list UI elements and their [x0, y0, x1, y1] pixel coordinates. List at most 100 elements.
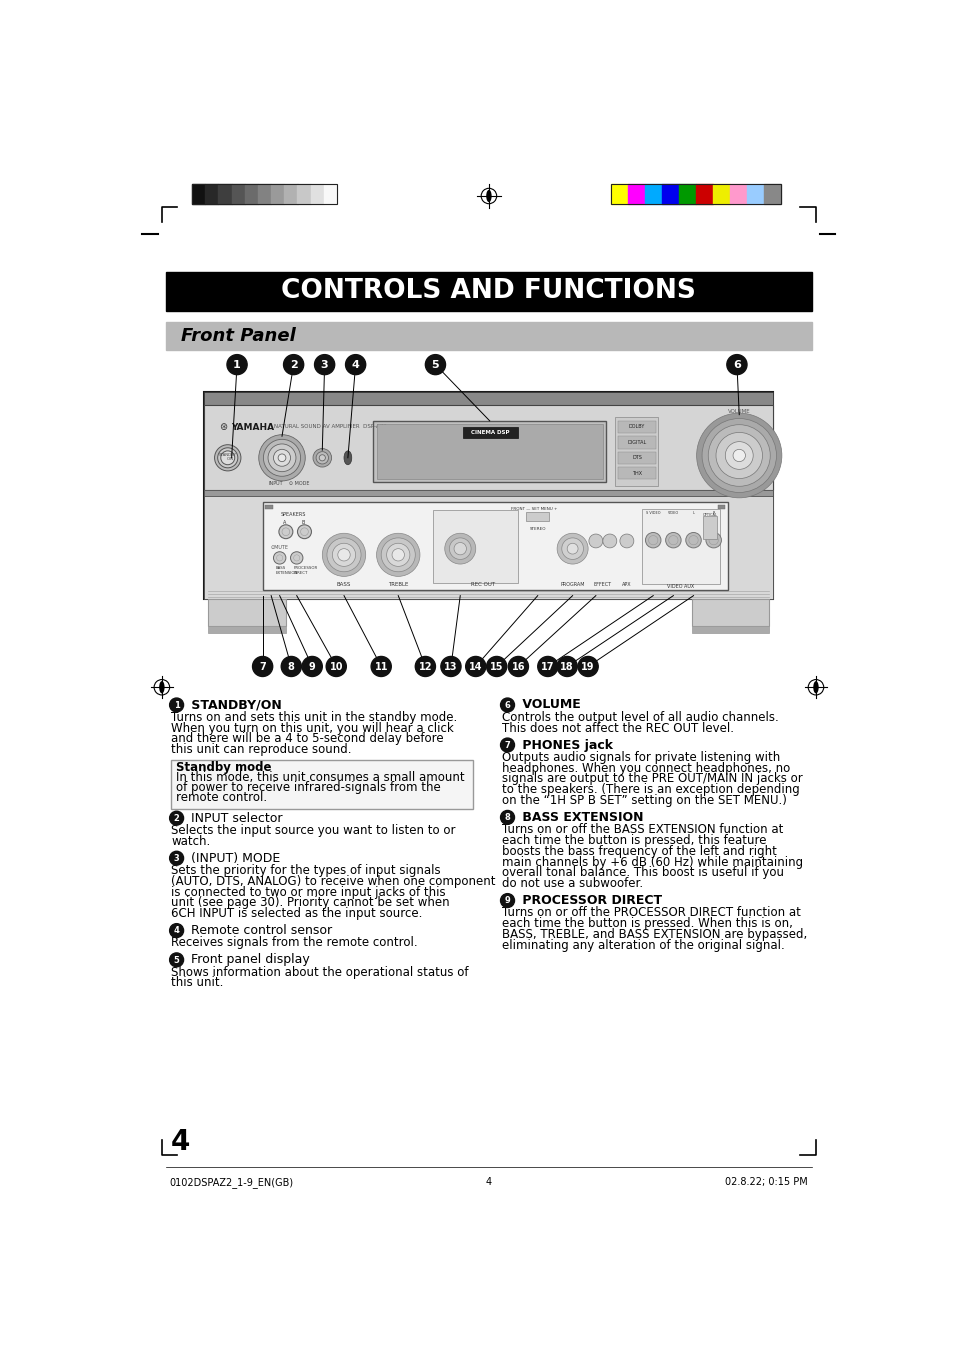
- Text: 7: 7: [504, 740, 510, 750]
- Circle shape: [214, 444, 241, 471]
- Text: 4: 4: [352, 359, 359, 370]
- Circle shape: [170, 698, 183, 712]
- Text: BASS EXTENSION: BASS EXTENSION: [517, 811, 642, 824]
- Circle shape: [500, 738, 514, 753]
- Text: this unit.: this unit.: [171, 977, 223, 989]
- Text: THX: THX: [631, 470, 641, 476]
- Bar: [746, 184, 763, 204]
- Circle shape: [258, 435, 305, 481]
- Circle shape: [302, 657, 322, 677]
- Text: STANDBY/ON: STANDBY/ON: [187, 698, 281, 712]
- Text: Standby mode: Standby mode: [175, 761, 271, 774]
- Circle shape: [274, 450, 291, 466]
- Circle shape: [263, 439, 300, 477]
- Bar: [205, 184, 218, 204]
- Text: STEREO: STEREO: [529, 527, 545, 531]
- Text: R: R: [712, 511, 714, 515]
- Circle shape: [322, 534, 365, 577]
- Text: 5: 5: [173, 955, 179, 965]
- Text: Selects the input source you want to listen to or: Selects the input source you want to lis…: [171, 824, 456, 838]
- Ellipse shape: [159, 681, 165, 693]
- Text: BASS, TREBLE, and BASS EXTENSION are bypassed,: BASS, TREBLE, and BASS EXTENSION are byp…: [501, 928, 806, 940]
- Circle shape: [705, 532, 720, 549]
- Bar: [232, 184, 245, 204]
- Bar: [284, 184, 297, 204]
- Circle shape: [724, 442, 753, 469]
- Text: on the “1H SP B SET” setting on the SET MENU.): on the “1H SP B SET” setting on the SET …: [501, 794, 786, 807]
- Text: 15: 15: [490, 662, 503, 671]
- Text: When you turn on this unit, you will hear a click: When you turn on this unit, you will hea…: [171, 721, 454, 735]
- Bar: [729, 184, 746, 204]
- Text: (INPUT) MODE: (INPUT) MODE: [187, 851, 279, 865]
- Text: 8: 8: [504, 813, 510, 823]
- Text: 0102DSPAZ2_1-9_EN(GB): 0102DSPAZ2_1-9_EN(GB): [170, 1177, 294, 1188]
- Circle shape: [376, 534, 419, 577]
- Bar: [627, 184, 644, 204]
- Text: ⊙MUTE: ⊙MUTE: [271, 544, 289, 550]
- Text: 9: 9: [309, 662, 315, 671]
- Text: NATURAL SOUND AV AMPLIFIER  DSP-AZ2: NATURAL SOUND AV AMPLIFIER DSP-AZ2: [274, 424, 387, 430]
- Circle shape: [578, 657, 598, 677]
- Text: of power to receive infrared-signals from the: of power to receive infrared-signals fro…: [175, 781, 440, 794]
- Circle shape: [278, 454, 286, 462]
- Bar: [610, 184, 781, 204]
- Circle shape: [726, 354, 746, 374]
- Text: each time the button is pressed. When this is on,: each time the button is pressed. When th…: [501, 917, 792, 929]
- Bar: [208, 600, 286, 627]
- Circle shape: [415, 657, 435, 677]
- Circle shape: [444, 534, 476, 565]
- Text: CONTROLS AND FUNCTIONS: CONTROLS AND FUNCTIONS: [281, 278, 696, 304]
- Circle shape: [291, 551, 303, 565]
- Bar: [192, 184, 336, 204]
- Bar: [166, 323, 811, 350]
- Circle shape: [701, 419, 776, 493]
- Text: 10: 10: [329, 662, 343, 671]
- Text: 14: 14: [469, 662, 482, 671]
- Text: 3: 3: [320, 359, 328, 370]
- Text: A: A: [282, 520, 286, 526]
- Bar: [218, 184, 232, 204]
- Text: unit (see page 30). Priority cannot be set when: unit (see page 30). Priority cannot be s…: [171, 896, 449, 909]
- Text: 1: 1: [233, 359, 241, 370]
- Circle shape: [217, 447, 237, 467]
- Text: ⊛: ⊛: [219, 422, 227, 432]
- Text: Remote control sensor: Remote control sensor: [187, 924, 332, 938]
- Circle shape: [170, 952, 183, 967]
- Text: This does not affect the REC OUT level.: This does not affect the REC OUT level.: [501, 721, 733, 735]
- Text: VOLUME: VOLUME: [727, 409, 750, 415]
- Bar: [204, 392, 773, 405]
- Text: PROCESSOR
DIRECT: PROCESSOR DIRECT: [294, 566, 317, 574]
- Circle shape: [281, 657, 301, 677]
- Text: Turns on and sets this unit in the standby mode.: Turns on and sets this unit in the stand…: [171, 711, 456, 724]
- Bar: [245, 184, 257, 204]
- Bar: [712, 184, 729, 204]
- Text: 3: 3: [173, 854, 179, 863]
- Bar: [617, 467, 655, 480]
- Bar: [702, 516, 716, 539]
- Ellipse shape: [812, 681, 818, 693]
- Text: Receives signals from the remote control.: Receives signals from the remote control…: [171, 936, 417, 950]
- Text: BASS
EXTENSION: BASS EXTENSION: [275, 566, 298, 574]
- Text: 4: 4: [171, 1128, 190, 1155]
- Circle shape: [486, 657, 506, 677]
- Text: STANDBY
    ON: STANDBY ON: [218, 453, 236, 461]
- Circle shape: [425, 354, 445, 374]
- Text: boosts the bass frequency of the left and right: boosts the bass frequency of the left an…: [501, 844, 776, 858]
- Circle shape: [602, 534, 617, 549]
- Text: Turns on or off the BASS EXTENSION function at: Turns on or off the BASS EXTENSION funct…: [501, 823, 782, 836]
- Text: INPUT: INPUT: [268, 481, 283, 486]
- Text: L: L: [692, 511, 694, 515]
- Circle shape: [345, 354, 365, 374]
- Circle shape: [274, 551, 286, 565]
- Text: EFFECT: EFFECT: [593, 581, 611, 586]
- Bar: [763, 184, 781, 204]
- Circle shape: [449, 538, 471, 559]
- Bar: [661, 184, 679, 204]
- Text: 02.8.22; 0:15 PM: 02.8.22; 0:15 PM: [724, 1177, 807, 1188]
- Circle shape: [508, 657, 528, 677]
- Circle shape: [440, 657, 460, 677]
- Text: signals are output to the PRE OUT/MAIN IN jacks or: signals are output to the PRE OUT/MAIN I…: [501, 773, 802, 785]
- Text: 11: 11: [375, 662, 388, 671]
- Ellipse shape: [344, 451, 352, 465]
- Bar: [641, 508, 720, 584]
